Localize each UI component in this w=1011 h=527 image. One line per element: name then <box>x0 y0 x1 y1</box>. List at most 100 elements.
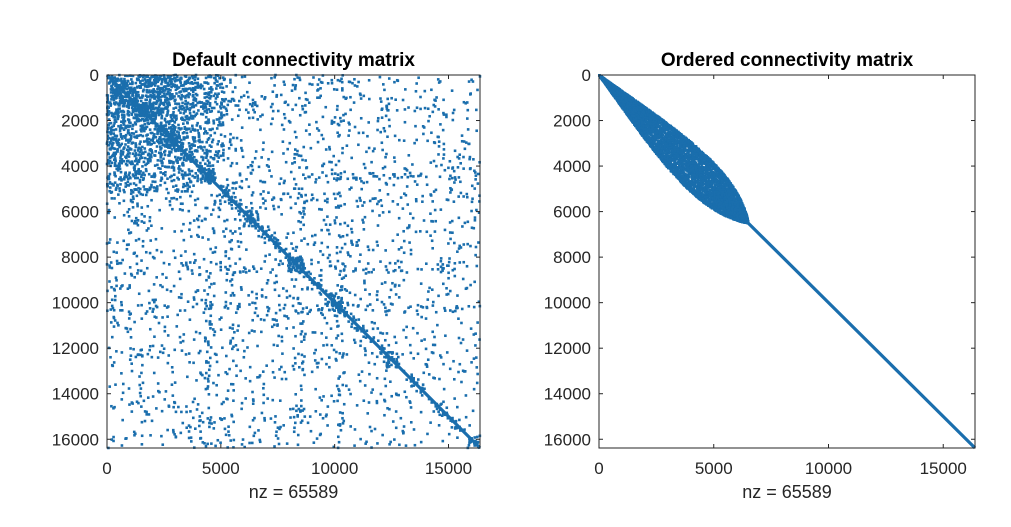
nonzero-point <box>179 431 183 435</box>
nonzero-point <box>109 102 113 106</box>
nonzero-point <box>474 171 477 174</box>
nonzero-point <box>161 316 164 319</box>
nonzero-point <box>445 286 448 290</box>
nonzero-point <box>395 352 399 356</box>
nonzero-point <box>172 139 176 142</box>
nonzero-point <box>172 249 175 253</box>
nonzero-point <box>225 178 229 181</box>
nonzero-point <box>217 124 220 127</box>
nonzero-point <box>200 219 204 223</box>
nonzero-point <box>215 87 218 90</box>
nonzero-point <box>364 336 368 339</box>
nonzero-point <box>271 90 275 94</box>
nonzero-point <box>273 445 276 448</box>
nonzero-point <box>127 129 130 132</box>
nonzero-point <box>226 183 230 187</box>
nonzero-point <box>218 199 222 202</box>
nonzero-point <box>227 189 231 192</box>
nonzero-point <box>442 153 446 156</box>
nonzero-point <box>132 430 136 434</box>
nonzero-point <box>125 125 128 129</box>
nonzero-point <box>368 425 372 429</box>
nonzero-point <box>160 159 164 163</box>
nonzero-point <box>177 134 180 137</box>
nonzero-point <box>139 170 142 173</box>
nonzero-point <box>184 353 188 356</box>
nonzero-point <box>420 315 423 319</box>
nonzero-point <box>138 142 142 146</box>
nonzero-point <box>141 178 145 182</box>
nonzero-point <box>179 147 182 151</box>
nonzero-point <box>293 261 297 264</box>
nonzero-point <box>203 102 207 106</box>
nonzero-point <box>439 208 443 211</box>
nonzero-point <box>153 175 156 179</box>
nonzero-point <box>326 304 329 307</box>
nonzero-point <box>138 187 142 191</box>
nonzero-point <box>320 308 324 312</box>
nonzero-point <box>127 243 130 246</box>
nonzero-point <box>139 192 143 196</box>
nonzero-point <box>474 344 477 347</box>
nonzero-point <box>116 184 119 187</box>
nonzero-point <box>207 118 210 122</box>
nonzero-point <box>152 283 156 286</box>
nonzero-point <box>174 184 178 188</box>
nonzero-point <box>177 127 180 130</box>
nonzero-point <box>187 168 191 171</box>
nonzero-point <box>159 183 162 187</box>
nonzero-point <box>318 274 321 277</box>
nonzero-point <box>320 228 323 232</box>
nonzero-point <box>175 142 178 146</box>
nonzero-point <box>141 165 144 168</box>
nonzero-point <box>120 77 123 81</box>
nonzero-point <box>195 112 199 115</box>
nonzero-point <box>188 170 191 173</box>
nonzero-point <box>110 363 114 367</box>
nonzero-point <box>260 295 264 298</box>
nonzero-point <box>115 251 118 254</box>
nonzero-point <box>180 229 183 233</box>
nonzero-point <box>333 221 337 225</box>
nonzero-point <box>402 139 406 142</box>
nonzero-point <box>209 179 212 182</box>
nonzero-point <box>434 405 438 408</box>
nonzero-point <box>212 427 216 430</box>
nonzero-point <box>263 260 267 263</box>
nonzero-point <box>221 191 225 194</box>
nonzero-point <box>193 78 197 82</box>
nonzero-point <box>469 244 472 248</box>
nonzero-point <box>390 363 393 367</box>
nonzero-point <box>119 143 122 147</box>
nonzero-point <box>405 185 409 188</box>
nonzero-point <box>254 103 257 107</box>
nonzero-point <box>291 407 295 411</box>
nonzero-point <box>475 381 479 385</box>
nonzero-point <box>154 115 158 119</box>
y-tick-label: 16000 <box>52 430 99 449</box>
nonzero-point <box>433 376 436 380</box>
nonzero-point <box>386 108 389 112</box>
nonzero-point <box>204 319 208 323</box>
nonzero-point <box>394 410 398 413</box>
nonzero-point <box>425 183 429 187</box>
nonzero-point <box>176 190 179 193</box>
nonzero-point <box>317 176 321 179</box>
nonzero-point <box>220 101 223 104</box>
nonzero-point <box>168 95 172 98</box>
nonzero-point <box>296 149 299 153</box>
x-axis-label: nz = 65589 <box>249 482 339 502</box>
nonzero-point <box>332 298 336 301</box>
nonzero-point <box>285 255 289 258</box>
nonzero-point <box>164 78 168 82</box>
nonzero-point <box>184 115 188 118</box>
nonzero-point <box>192 140 196 143</box>
nonzero-point <box>190 440 193 443</box>
nonzero-point <box>402 229 405 233</box>
nonzero-point <box>451 166 455 169</box>
nonzero-point <box>336 192 340 196</box>
nonzero-point <box>126 80 130 83</box>
nonzero-point <box>296 256 300 260</box>
nonzero-point <box>168 200 172 203</box>
nonzero-point <box>240 186 244 190</box>
